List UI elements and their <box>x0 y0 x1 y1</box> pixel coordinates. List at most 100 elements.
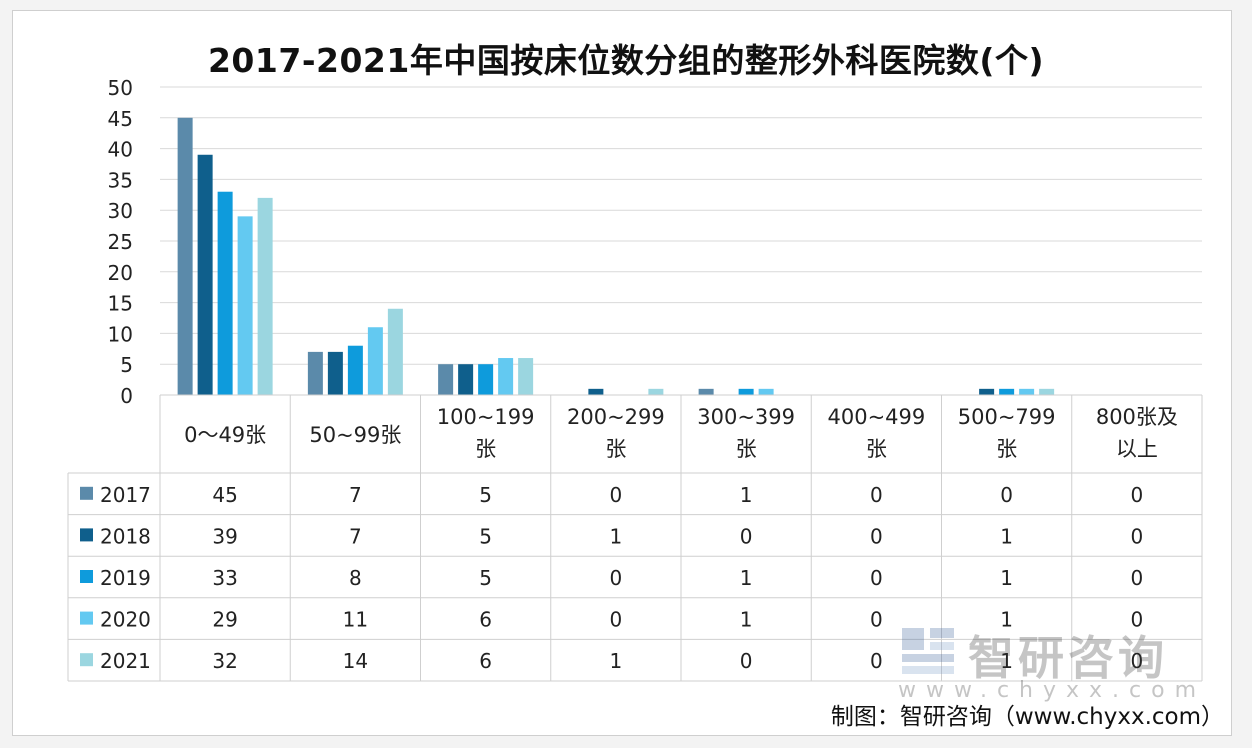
y-tick-label: 10 <box>108 322 133 346</box>
bar-2020-2 <box>367 327 383 395</box>
table-value: 5 <box>479 566 492 590</box>
bar-2017-5 <box>698 388 714 395</box>
table-value: 45 <box>212 483 237 507</box>
table-value: 29 <box>212 608 237 632</box>
table-value: 7 <box>349 524 362 548</box>
table-value: 1 <box>740 566 753 590</box>
x-category-label: 以上 <box>1116 437 1158 461</box>
bar-2021-2 <box>387 308 403 395</box>
y-tick-label: 45 <box>108 107 133 131</box>
table-value: 0 <box>870 524 883 548</box>
y-tick-label: 50 <box>108 76 133 100</box>
bar-2019-5 <box>738 388 754 395</box>
chart-frame <box>12 10 1232 736</box>
x-category-label: 张 <box>605 437 626 461</box>
table-value: 6 <box>479 608 492 632</box>
credit-text: 制图：智研咨询（www.chyxx.com） <box>830 704 1224 730</box>
bar-2018-1 <box>197 154 213 395</box>
table-value: 0 <box>1131 566 1144 590</box>
y-tick-label: 30 <box>108 199 133 223</box>
bar-2017-2 <box>307 351 323 395</box>
legend-swatch-2018 <box>80 528 93 542</box>
table-value: 0 <box>740 649 753 673</box>
legend-label-2020: 2020 <box>100 608 151 632</box>
legend-swatch-2017 <box>80 486 93 500</box>
table-value: 8 <box>349 566 362 590</box>
table-value: 0 <box>870 483 883 507</box>
y-tick-label: 40 <box>108 138 133 162</box>
bar-2018-4 <box>588 388 604 395</box>
table-value: 5 <box>479 524 492 548</box>
y-tick-label: 5 <box>120 353 133 377</box>
y-tick-label: 15 <box>108 292 133 316</box>
x-category-label: 张 <box>736 437 757 461</box>
legend-label-2018: 2018 <box>100 524 151 548</box>
legend-swatch-2020 <box>80 611 93 625</box>
bar-2020-7 <box>1019 388 1035 395</box>
y-tick-label: 25 <box>108 230 133 254</box>
bar-2019-3 <box>478 364 494 395</box>
bar-2017-1 <box>177 117 193 396</box>
x-category-label: 张 <box>475 437 496 461</box>
y-tick-label: 20 <box>108 261 133 285</box>
table-value: 1 <box>1000 566 1013 590</box>
table-value: 0 <box>870 649 883 673</box>
x-category-label: 500~799 <box>958 405 1056 429</box>
bar-2021-3 <box>518 358 534 395</box>
table-value: 0 <box>740 524 753 548</box>
table-value: 0 <box>870 608 883 632</box>
y-tick-label: 0 <box>120 384 133 408</box>
x-category-label: 张 <box>996 437 1017 461</box>
table-value: 1 <box>740 608 753 632</box>
x-category-label: 300~399 <box>697 405 795 429</box>
table-value: 0 <box>870 566 883 590</box>
table-value: 1 <box>1000 649 1013 673</box>
bar-2018-2 <box>327 351 343 395</box>
bar-2018-3 <box>458 364 474 395</box>
table-value: 33 <box>212 566 237 590</box>
x-category-label: 200~299 <box>567 405 665 429</box>
x-category-label: 0～49张 <box>184 423 266 447</box>
table-value: 0 <box>1000 483 1013 507</box>
bar-2021-1 <box>257 197 273 395</box>
table-value: 0 <box>610 608 623 632</box>
table-value: 14 <box>343 649 368 673</box>
bar-2019-2 <box>347 345 363 395</box>
legend-swatch-2021 <box>80 653 93 667</box>
legend-label-2021: 2021 <box>100 649 151 673</box>
bar-2018-7 <box>979 388 995 395</box>
table-value: 0 <box>1131 649 1144 673</box>
bar-2021-4 <box>648 388 664 395</box>
table-value: 6 <box>479 649 492 673</box>
bar-2019-1 <box>217 191 233 395</box>
bar-2020-5 <box>758 388 774 395</box>
bar-2019-7 <box>999 388 1015 395</box>
table-value: 7 <box>349 483 362 507</box>
y-tick-label: 35 <box>108 168 133 192</box>
table-value: 1 <box>610 649 623 673</box>
bar-2020-3 <box>498 358 514 395</box>
legend-label-2019: 2019 <box>100 566 151 590</box>
x-category-label: 400~499 <box>827 405 925 429</box>
table-value: 39 <box>212 524 237 548</box>
x-category-label: 张 <box>866 437 887 461</box>
table-value: 0 <box>1131 608 1144 632</box>
bar-2017-3 <box>438 364 454 395</box>
table-value: 0 <box>1131 483 1144 507</box>
x-category-label: 800张及 <box>1096 405 1178 429</box>
x-category-label: 50~99张 <box>309 423 401 447</box>
table-value: 1 <box>610 524 623 548</box>
table-value: 11 <box>343 608 368 632</box>
table-value: 1 <box>1000 608 1013 632</box>
table-value: 1 <box>1000 524 1013 548</box>
bar-2020-1 <box>237 216 253 395</box>
table-value: 32 <box>212 649 237 673</box>
table-value: 0 <box>1131 524 1144 548</box>
legend-label-2017: 2017 <box>100 483 151 507</box>
legend-swatch-2019 <box>80 570 93 583</box>
table-value: 1 <box>740 483 753 507</box>
chart-title: 2017-2021年中国按床位数分组的整形外科医院数(个) <box>207 41 1045 80</box>
table-value: 5 <box>479 483 492 507</box>
table-value: 0 <box>610 566 623 590</box>
